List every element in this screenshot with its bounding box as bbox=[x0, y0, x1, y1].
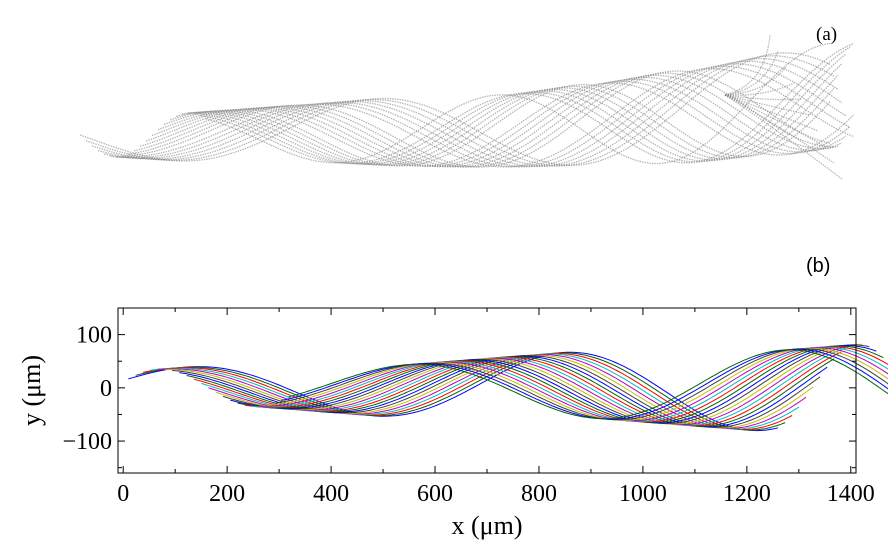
filament-tail bbox=[725, 95, 834, 163]
x-tick-label: 1000 bbox=[619, 481, 667, 507]
series-line-6 bbox=[165, 355, 813, 428]
x-tick-label: 400 bbox=[313, 481, 349, 507]
filament-tail bbox=[725, 51, 778, 95]
x-axis-label: x (μm) bbox=[452, 511, 523, 540]
y-axis-label: y (μm) bbox=[17, 355, 46, 426]
filament-trace bbox=[122, 71, 830, 167]
y-tick-label: −100 bbox=[62, 429, 112, 455]
filament-overlay-image bbox=[0, 0, 888, 250]
x-tick-label: 800 bbox=[521, 481, 557, 507]
x-tick-label: 0 bbox=[117, 481, 129, 507]
x-tick-label: 1200 bbox=[723, 481, 771, 507]
x-tick-label: 1400 bbox=[827, 481, 875, 507]
panel-label-a: (a) bbox=[816, 24, 837, 46]
y-tick-label: 100 bbox=[76, 323, 112, 349]
photo-panel bbox=[0, 0, 888, 250]
filament-trace bbox=[98, 61, 842, 166]
plot-series-group bbox=[128, 344, 888, 430]
x-tick-label: 200 bbox=[209, 481, 245, 507]
y-tick-label: 0 bbox=[100, 376, 112, 402]
x-tick-label: 600 bbox=[417, 481, 453, 507]
filament-trace bbox=[80, 53, 830, 165]
filament-tail bbox=[725, 35, 770, 95]
